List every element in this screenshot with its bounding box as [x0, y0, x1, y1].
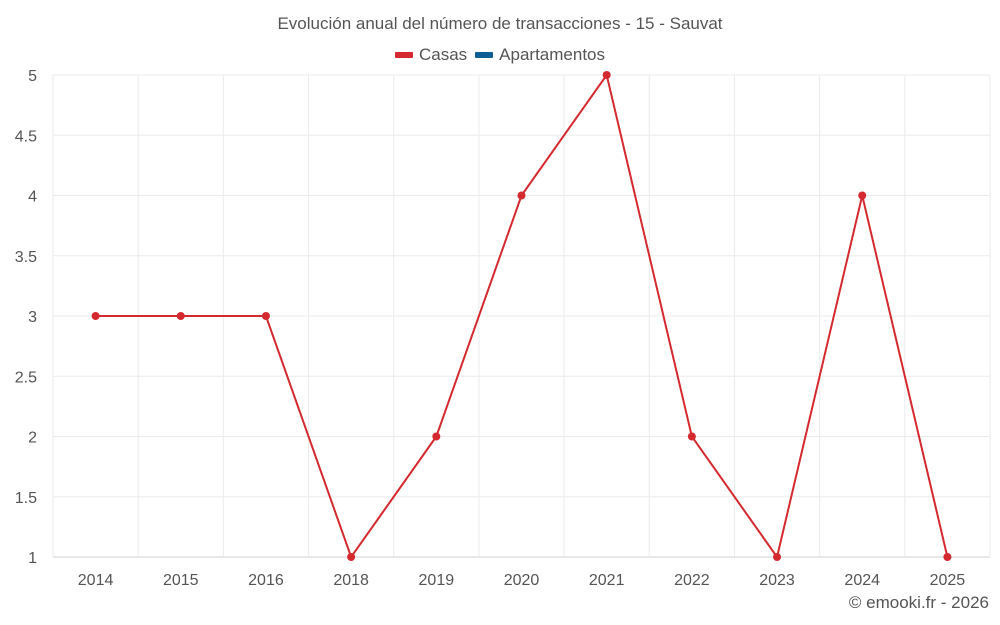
copyright-credit: © emooki.fr - 2026	[848, 593, 989, 612]
y-tick-label: 3	[28, 309, 37, 326]
data-point[interactable]	[687, 432, 696, 441]
data-point[interactable]	[943, 553, 952, 561]
legend-item-casas[interactable]: Casas	[394, 45, 468, 65]
legend-label-apartamentos: Apartamentos	[499, 45, 606, 64]
data-point[interactable]	[773, 553, 782, 561]
data-point[interactable]	[517, 191, 526, 200]
x-tick-label: 2023	[759, 572, 795, 589]
x-tick-label: 2014	[78, 572, 114, 589]
y-tick-label: 1.5	[15, 490, 37, 507]
data-point[interactable]	[602, 71, 611, 79]
x-tick-label: 2022	[674, 572, 710, 589]
legend-swatch-apartamentos	[475, 52, 494, 58]
x-tick-label: 2021	[589, 572, 625, 589]
x-tick-label: 2020	[504, 572, 540, 589]
grid-lines	[52, 74, 991, 558]
y-tick-label: 4.5	[15, 128, 37, 145]
x-tick-label: 2018	[333, 572, 369, 589]
series-casas	[91, 71, 952, 561]
data-point[interactable]	[858, 191, 867, 200]
x-tick-label: 2019	[419, 572, 455, 589]
legend-label-casas: Casas	[418, 45, 468, 64]
data-point[interactable]	[347, 553, 356, 561]
y-tick-label: 5	[28, 68, 37, 85]
x-tick-label: 2015	[163, 572, 199, 589]
y-tick-label: 2.5	[15, 369, 37, 386]
y-tick-label: 2	[28, 430, 37, 447]
x-tick-label: 2016	[248, 572, 284, 589]
data-point[interactable]	[176, 312, 185, 320]
y-tick-label: 3.5	[15, 249, 37, 266]
x-tick-label: 2025	[930, 572, 966, 589]
chart-title: Evolución anual del número de transaccio…	[277, 14, 723, 33]
y-axis: 1 1.5 2 2.5 3 3.5 4 4.5 5	[15, 68, 37, 567]
data-point[interactable]	[432, 432, 441, 441]
x-tick-label: 2024	[844, 572, 880, 589]
x-axis: 2014 2015 2016 2018 2019 2020 2021 2022 2023 2024…	[78, 572, 966, 589]
legend-item-apartamentos[interactable]: Apartamentos	[475, 45, 605, 65]
legend-swatch-casas	[394, 52, 413, 58]
y-tick-label: 1	[28, 550, 37, 567]
y-tick-label: 4	[28, 189, 37, 206]
data-point[interactable]	[261, 312, 270, 320]
data-point[interactable]	[91, 312, 100, 320]
chart-legend: Casas Apartamentos	[0, 45, 1000, 65]
